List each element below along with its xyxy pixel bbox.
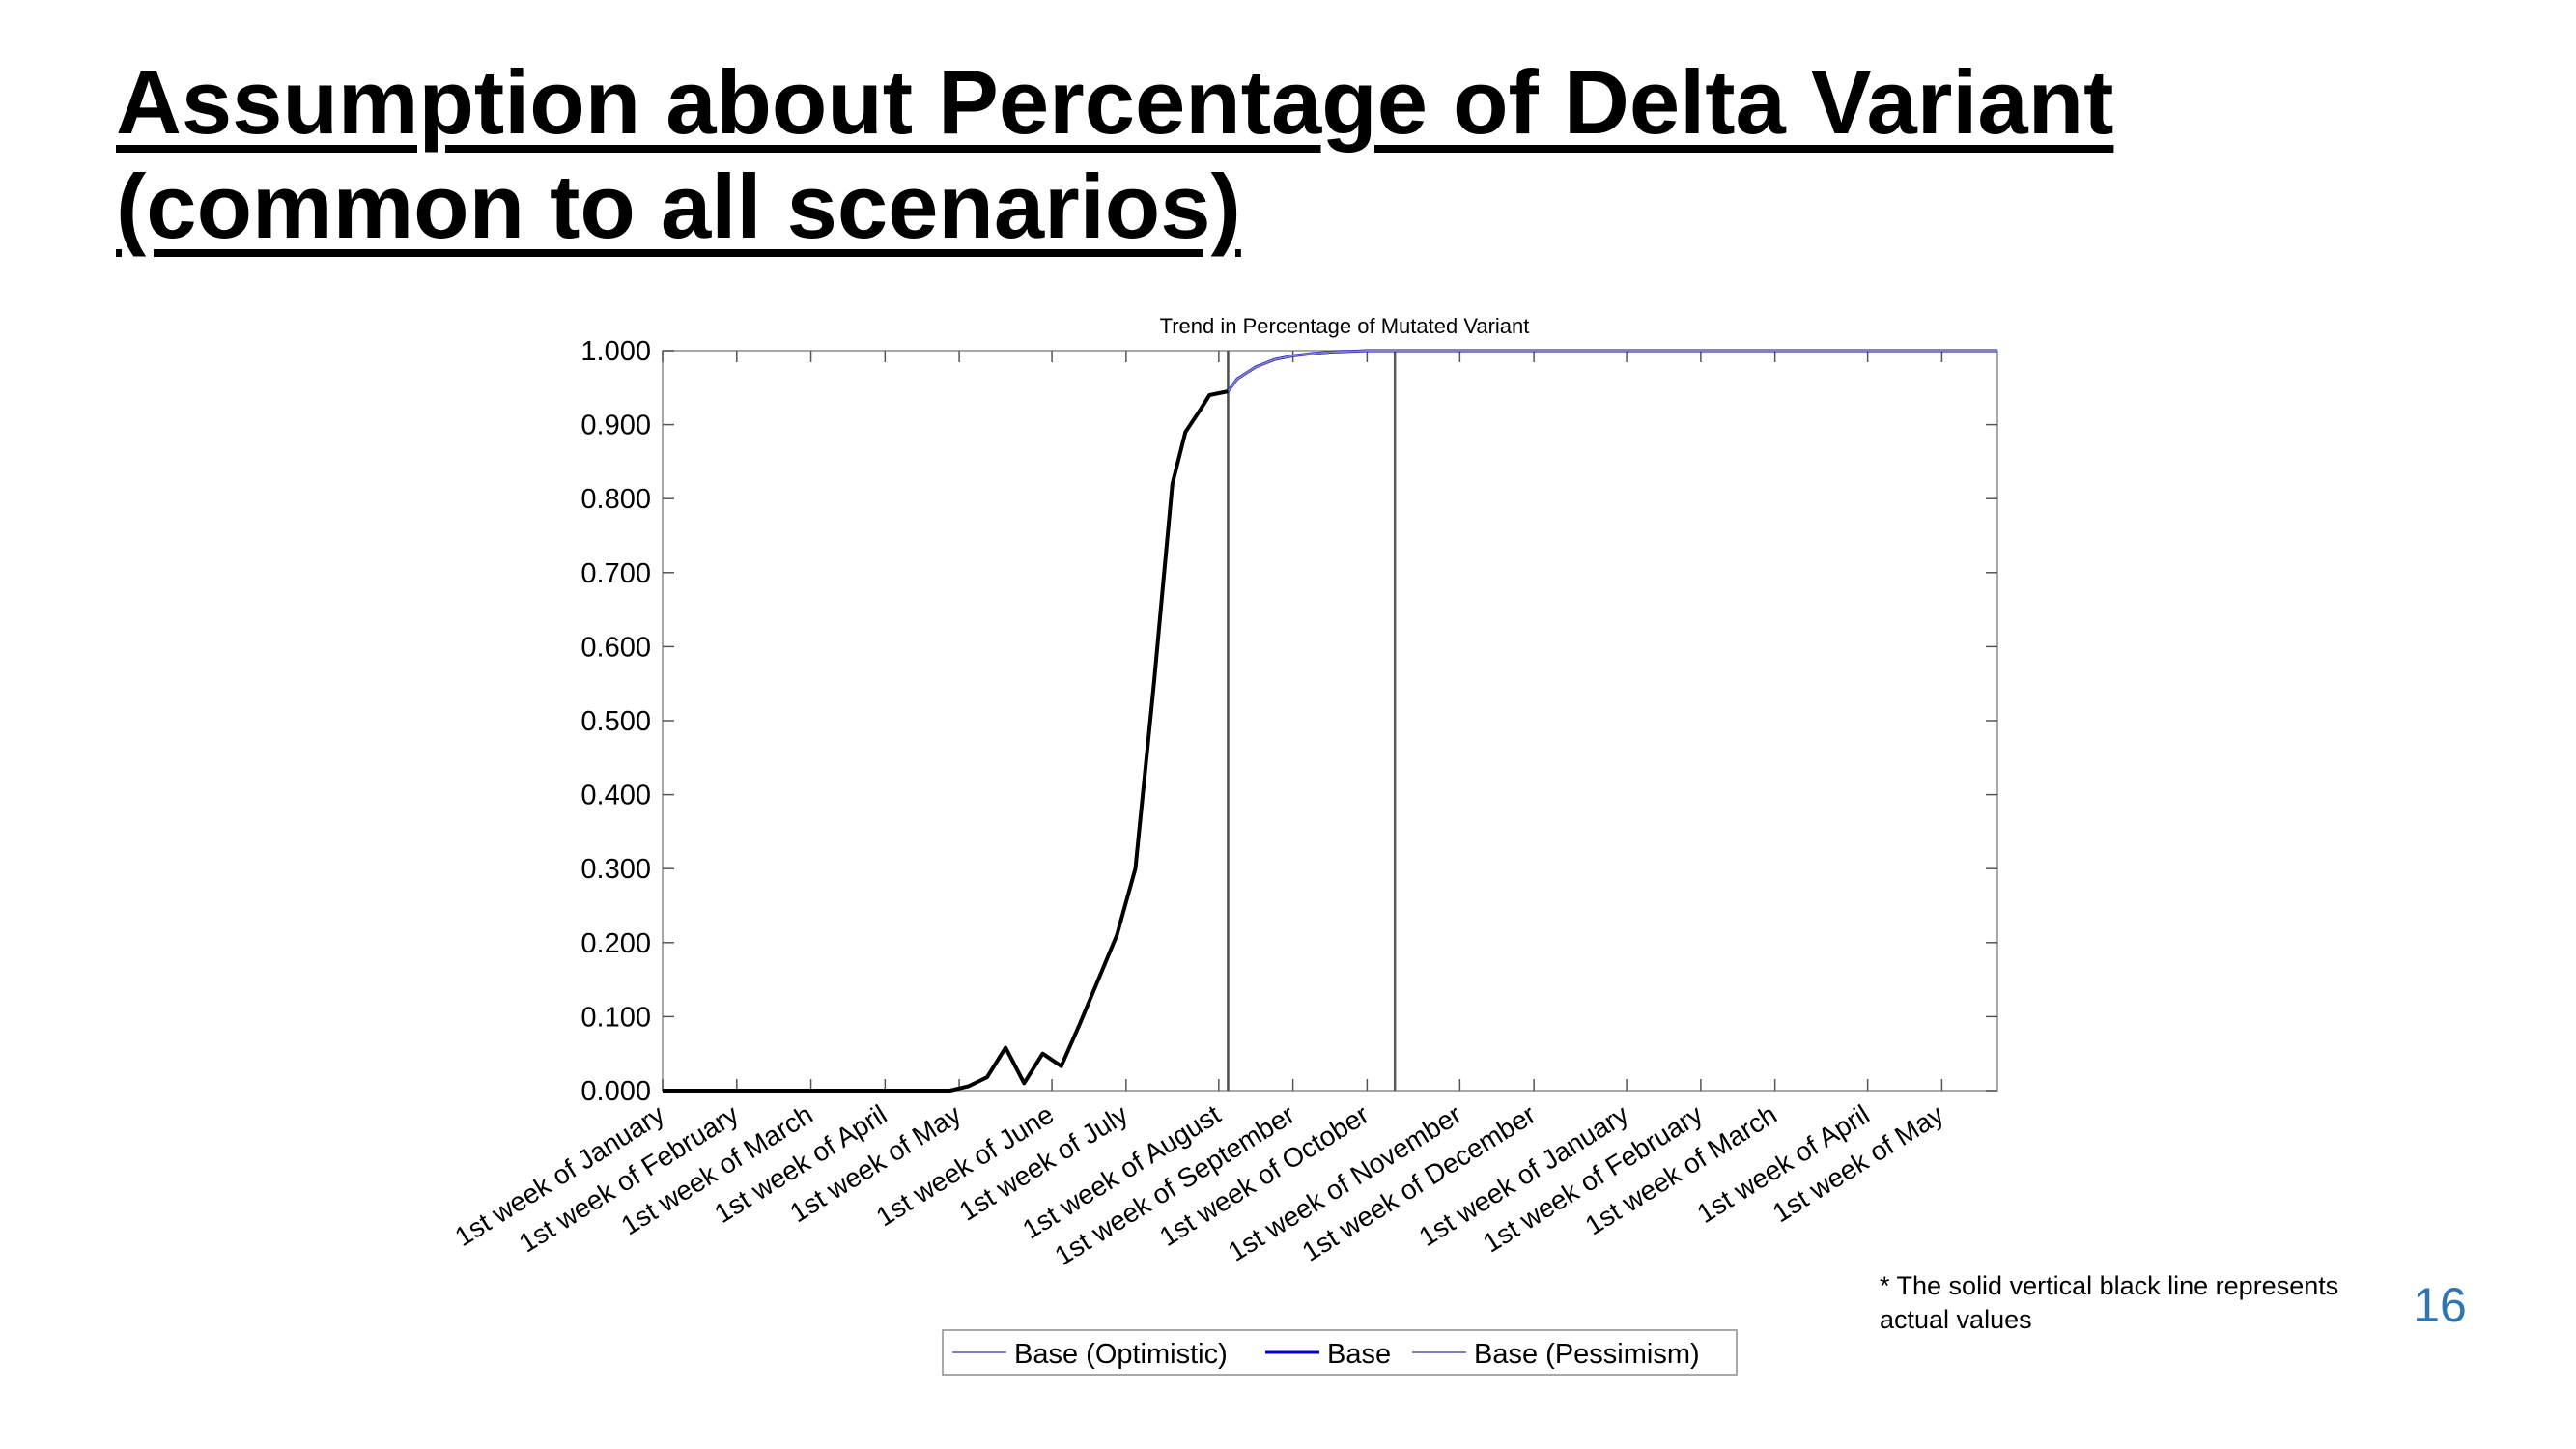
y-tick-label: 1.000 — [580, 336, 651, 367]
plot-frame — [662, 350, 1998, 1092]
slide-title: Assumption about Percentage of Delta Var… — [116, 50, 2337, 259]
axis-ticks: 0.000 0.100 0.200 0.300 0.400 0.500 0.600 0.700… — [450, 336, 1997, 1271]
legend-label: Base (Optimistic) — [1014, 1339, 1228, 1370]
chart-legend: Base (Optimistic) Base Base (Pessimism) — [942, 1329, 1738, 1376]
y-tick-label: 0.700 — [580, 558, 651, 589]
footnote: * The solid vertical black line represen… — [1880, 1271, 2339, 1334]
legend-label: Base (Pessimism) — [1474, 1339, 1700, 1370]
y-tick-label: 0.200 — [580, 928, 651, 959]
series-line-base — [1227, 349, 1997, 392]
y-tick-label: 0.400 — [580, 781, 651, 811]
y-tick-label: 0.300 — [580, 854, 651, 885]
page-number: 16 — [2413, 1278, 2467, 1332]
actual-values-line — [663, 389, 1229, 1093]
series-line-base-pessimism — [1227, 350, 1997, 392]
legend-label: Base — [1327, 1339, 1391, 1370]
y-tick-label: 0.900 — [580, 411, 651, 441]
slide-title-line2: (common to all scenarios) — [116, 156, 1241, 257]
series-lines — [663, 349, 1997, 1093]
series-line-base-optimistic — [1227, 350, 1997, 392]
y-tick-label: 0.800 — [580, 484, 651, 515]
plot-border — [662, 350, 1998, 1092]
legend-box — [942, 1329, 1738, 1376]
y-tick-label: 0.000 — [580, 1076, 651, 1107]
slide-title-line1: Assumption about Percentage of Delta Var… — [116, 51, 2114, 153]
actual-value-markers — [1227, 351, 1397, 1091]
y-tick-label: 0.100 — [580, 1002, 651, 1033]
y-tick-label: 0.600 — [580, 632, 651, 663]
chart-title: Trend in Percentage of Mutated Variant — [1160, 314, 1530, 338]
y-tick-label: 0.500 — [580, 706, 651, 737]
